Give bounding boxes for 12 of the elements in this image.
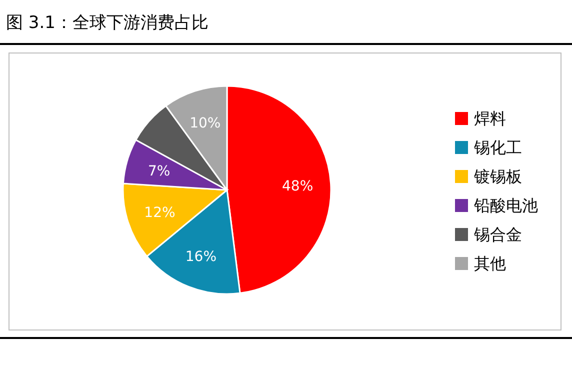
chart-title: 图 3.1：全球下游消费占比 bbox=[6, 13, 208, 33]
legend-label: 镀锡板 bbox=[473, 167, 522, 186]
data-label: 10% bbox=[190, 116, 221, 132]
data-label: 48% bbox=[282, 178, 314, 195]
legend-label: 锡合金 bbox=[473, 225, 522, 244]
legend-label: 锡化工 bbox=[473, 138, 522, 157]
legend-label: 焊料 bbox=[474, 109, 506, 128]
data-label: 12% bbox=[144, 204, 176, 221]
data-label: 16% bbox=[185, 248, 217, 265]
legend-label: 铅酸电池 bbox=[473, 196, 538, 215]
data-label: 7% bbox=[148, 163, 170, 180]
legend-label: 其他 bbox=[474, 254, 506, 273]
